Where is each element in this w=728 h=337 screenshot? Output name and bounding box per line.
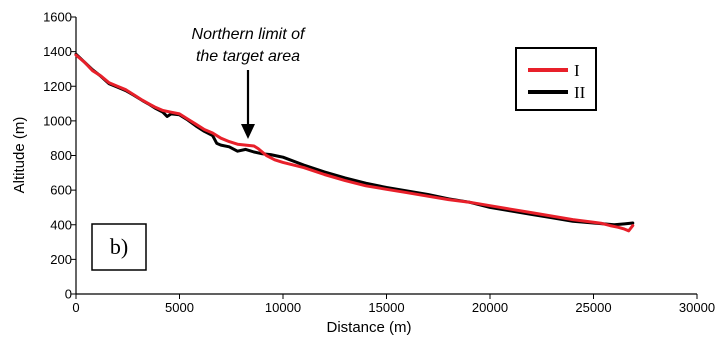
y-axis-label: Altitude (m) [11,117,28,194]
x-tick-label: 15000 [368,300,404,315]
y-tick-label: 200 [50,252,72,267]
y-tick-label: 600 [50,183,72,198]
y-tick-label: 1600 [43,10,72,25]
x-tick-label: 0 [72,300,79,315]
y-tick-label: 1200 [43,79,72,94]
axes [75,17,697,295]
y-tick-label: 800 [50,148,72,163]
annotation-line-2: the target area [196,48,300,65]
x-tick-label: 5000 [165,300,194,315]
x-ticks: 0 5000 10000 15000 20000 25000 30000 [72,294,715,315]
y-tick-label: 400 [50,217,72,232]
annotation: Northern limit of the target area [192,26,306,139]
y-tick-label: 1000 [43,113,72,128]
legend-label-I: I [574,61,580,80]
series-line-I [74,53,635,233]
x-tick-label: 20000 [472,300,508,315]
panel-label: b) [91,223,147,271]
panel-label-box [91,223,147,271]
series-layer [74,52,635,233]
y-tick-label: 0 [65,287,72,302]
y-ticks: 0 200 400 600 800 1000 1200 1400 1600 [43,10,76,302]
legend-box [515,47,597,111]
panel-label-text: b) [110,234,128,259]
legend: I II [515,47,597,111]
annotation-line-1: Northern limit of [192,26,306,43]
x-axis-label: Distance (m) [326,319,411,336]
x-tick-label: 25000 [575,300,611,315]
y-tick-label: 1400 [43,44,72,59]
x-tick-label: 30000 [679,300,715,315]
annotation-arrow-head [241,124,255,139]
x-tick-label: 10000 [265,300,301,315]
legend-label-II: II [574,83,586,102]
